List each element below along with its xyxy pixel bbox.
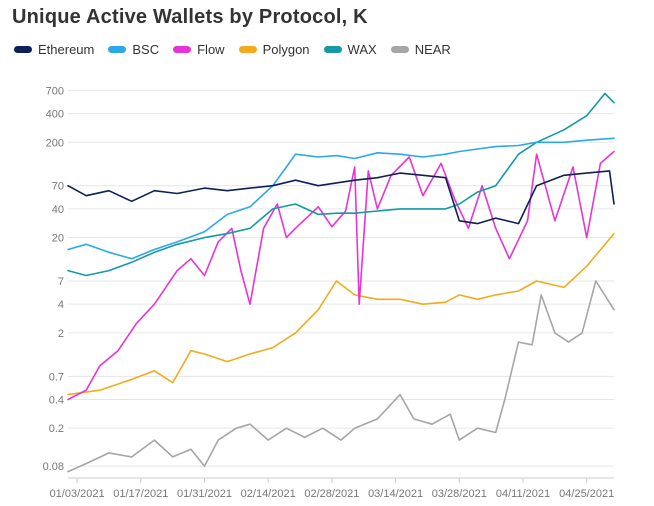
- legend-item-ethereum[interactable]: Ethereum: [14, 42, 94, 57]
- y-tick-label: 200: [46, 137, 64, 149]
- legend-item-flow[interactable]: Flow: [173, 42, 225, 57]
- legend-label: Flow: [197, 42, 225, 57]
- y-tick-label: 0.7: [49, 371, 64, 383]
- series-line-wax: [67, 92, 615, 277]
- legend-label: WAX: [347, 42, 377, 57]
- y-tick-label: 20: [52, 233, 64, 245]
- page-title: Unique Active Wallets by Protocol, K: [12, 6, 368, 28]
- y-tick-label: 0.4: [49, 394, 64, 406]
- x-tick-label: 01/17/2021: [113, 488, 168, 500]
- y-tick-label: 70: [52, 181, 64, 193]
- y-tick-label: 7: [58, 276, 64, 288]
- y-tick-label: 40: [52, 204, 64, 216]
- y-tick-label: 700: [46, 85, 64, 97]
- y-tick-label: 0.2: [49, 423, 64, 435]
- y-tick-label: 400: [46, 109, 64, 121]
- x-tick-label: 01/03/2021: [50, 488, 105, 500]
- legend-item-near[interactable]: NEAR: [390, 42, 451, 57]
- x-tick-label: 03/14/2021: [368, 488, 423, 500]
- legend-swatch: [390, 46, 409, 53]
- y-tick-label: 4: [58, 299, 64, 311]
- legend-label: Ethereum: [38, 42, 95, 57]
- x-tick-label: 03/28/2021: [432, 488, 487, 500]
- legend-item-wax[interactable]: WAX: [323, 42, 377, 57]
- legend-swatch: [14, 46, 32, 53]
- legend-label: Polygon: [262, 42, 310, 57]
- legend-swatch: [173, 46, 192, 53]
- legend-item-bsc[interactable]: BSC: [108, 42, 159, 57]
- x-tick-label: 04/11/2021: [496, 488, 550, 500]
- legend-swatch: [238, 46, 257, 53]
- series-line-bsc: [67, 137, 615, 260]
- series-line-ethereum: [67, 170, 615, 225]
- legend-label: NEAR: [414, 42, 451, 57]
- x-tick-label: 04/25/2021: [559, 488, 614, 500]
- legend: Ethereum BSC Flow Polygon WAX NEAR: [14, 42, 465, 57]
- series-line-near: [67, 280, 615, 473]
- legend-swatch: [323, 46, 342, 53]
- x-tick-label: 01/31/2021: [177, 488, 232, 500]
- y-tick-label: 0.08: [43, 461, 64, 473]
- legend-swatch: [108, 46, 127, 53]
- legend-item-polygon[interactable]: Polygon: [238, 42, 310, 57]
- series-line-flow: [67, 150, 615, 401]
- x-tick-label: 02/28/2021: [304, 488, 359, 500]
- x-tick-label: 02/14/2021: [241, 488, 296, 500]
- series-line-polygon: [67, 232, 615, 396]
- y-tick-label: 2: [58, 328, 64, 340]
- legend-label: BSC: [132, 42, 160, 57]
